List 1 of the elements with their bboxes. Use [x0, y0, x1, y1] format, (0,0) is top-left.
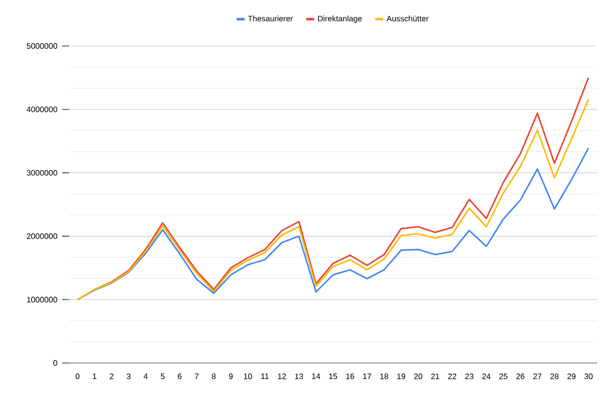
line-series: [76, 147, 590, 300]
